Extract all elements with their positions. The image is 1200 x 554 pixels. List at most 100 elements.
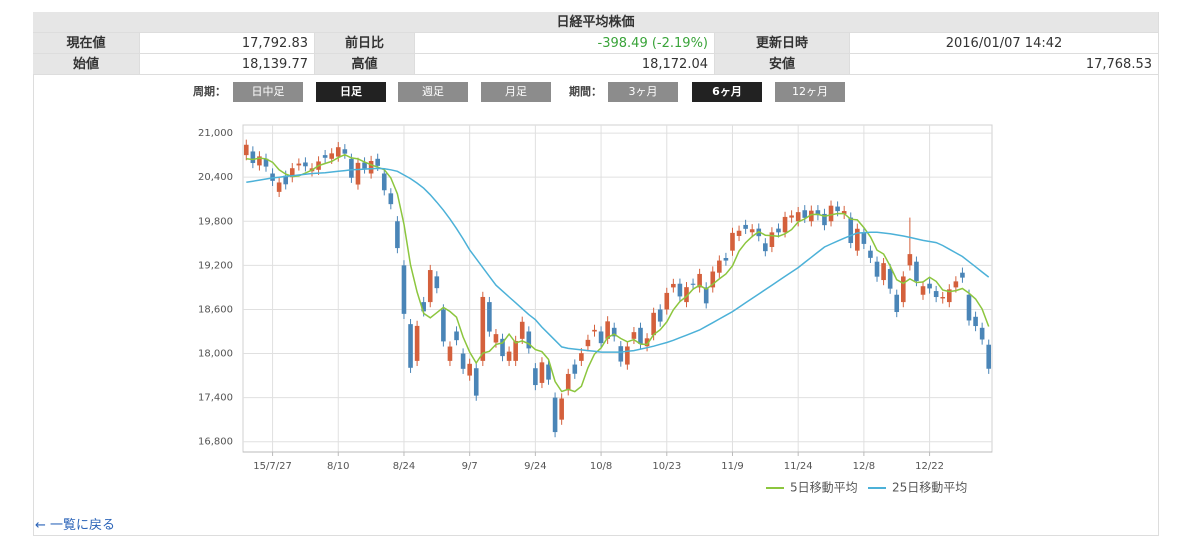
candle-body xyxy=(684,287,689,303)
candle-body xyxy=(565,373,571,391)
candle-body xyxy=(539,362,545,383)
candle-body xyxy=(868,250,873,258)
candle-body xyxy=(546,364,551,380)
candle-body xyxy=(257,156,262,166)
cell-value: 2016/01/07 14:42 xyxy=(850,33,1159,54)
candle-body xyxy=(855,228,860,251)
period-button[interactable]: 週足 xyxy=(398,82,468,102)
candle-body xyxy=(611,327,617,337)
y-tick-label: 21,000 xyxy=(198,128,233,139)
candle-body xyxy=(828,205,834,222)
cell-label: 高値 xyxy=(315,54,415,75)
y-tick-label: 18,600 xyxy=(198,304,233,315)
candle-body xyxy=(651,312,656,336)
x-tick-label: 12/22 xyxy=(915,461,944,472)
x-tick-label: 10/23 xyxy=(652,461,681,472)
candle-body xyxy=(605,321,610,339)
cell-label: 更新日時 xyxy=(715,33,850,54)
candle-body xyxy=(874,261,880,277)
candle-body xyxy=(526,331,532,349)
candle-body xyxy=(559,398,564,420)
candle-body xyxy=(427,270,433,303)
candle-body xyxy=(802,210,808,218)
y-tick-label: 19,800 xyxy=(198,216,233,227)
candle-body xyxy=(421,302,426,312)
candle-body xyxy=(703,287,709,304)
candle-body xyxy=(815,210,821,216)
candle-body xyxy=(460,353,466,369)
y-tick-label: 18,000 xyxy=(198,349,233,360)
candle-body xyxy=(953,281,959,288)
x-tick-label: 10/8 xyxy=(590,461,612,472)
range-button[interactable]: 6ヶ月 xyxy=(692,82,762,102)
y-tick-label: 19,200 xyxy=(198,260,233,271)
cell-label: 前日比 xyxy=(315,33,415,54)
candle-body xyxy=(467,363,472,376)
candle-body xyxy=(381,173,387,191)
candle-body xyxy=(894,294,900,313)
candle-body xyxy=(776,228,781,233)
candle-body xyxy=(973,316,978,327)
candle-body xyxy=(473,368,479,396)
candle-body xyxy=(441,309,446,342)
candle-body xyxy=(585,339,591,347)
candle-body xyxy=(795,212,801,222)
cell-value: 17,768.53 xyxy=(850,54,1159,75)
candle-body xyxy=(835,206,840,212)
candle-body xyxy=(927,283,932,289)
candle-body xyxy=(368,161,374,174)
candle-body xyxy=(690,283,696,285)
cell-value: -398.49 (-2.19%) xyxy=(415,33,715,54)
candle-body xyxy=(592,329,597,332)
x-tick-label: 15/7/27 xyxy=(253,461,292,472)
candle-body xyxy=(657,309,663,322)
candle-body xyxy=(914,261,919,282)
candle-body xyxy=(513,340,518,361)
candle-body xyxy=(401,265,407,314)
candle-body xyxy=(408,324,413,368)
cell-value: 18,172.04 xyxy=(415,54,715,75)
candle-body xyxy=(940,297,946,299)
candle-body xyxy=(362,162,367,169)
candle-body xyxy=(638,327,643,344)
candle-body xyxy=(907,254,913,266)
candle-body xyxy=(920,286,926,295)
cell-value: 18,139.77 xyxy=(140,54,315,75)
range-button[interactable]: 3ヶ月 xyxy=(608,82,678,102)
candle-body xyxy=(388,193,394,205)
period-button[interactable]: 日中足 xyxy=(233,82,303,102)
candle-body xyxy=(644,338,650,347)
candle-body xyxy=(289,168,295,178)
cell-label: 現在値 xyxy=(33,33,140,54)
candle-body xyxy=(283,175,289,185)
candle-body xyxy=(861,232,867,244)
period-button[interactable]: 月足 xyxy=(481,82,551,102)
y-tick-label: 16,800 xyxy=(198,437,233,448)
back-link[interactable]: ← 一覧に戻る xyxy=(35,518,116,533)
period-button[interactable]: 日足 xyxy=(316,82,386,102)
candle-body xyxy=(355,162,361,185)
candle-body xyxy=(447,346,453,361)
candle-body xyxy=(395,221,400,249)
candle-body xyxy=(263,158,269,167)
candle-body xyxy=(349,158,354,178)
x-tick-label: 9/7 xyxy=(462,461,478,472)
candle-body xyxy=(743,224,748,229)
x-tick-label: 8/10 xyxy=(327,461,349,472)
candle-body xyxy=(375,158,380,166)
legend-label: 5日移動平均 xyxy=(790,481,858,495)
panel-title: 日経平均株価 xyxy=(33,12,1159,33)
legend-label: 25日移動平均 xyxy=(892,481,967,495)
candle-body xyxy=(841,211,847,214)
candle-body xyxy=(493,334,499,343)
candle-body xyxy=(579,353,584,361)
candle-body xyxy=(677,283,683,297)
candle-body xyxy=(500,338,505,357)
candle-body xyxy=(887,269,893,289)
candle-body xyxy=(717,260,722,273)
candle-body xyxy=(749,229,755,233)
candle-body xyxy=(946,289,952,303)
cell-value: 17,792.83 xyxy=(140,33,315,54)
range-button[interactable]: 12ヶ月 xyxy=(775,82,845,102)
candle-body xyxy=(533,368,538,386)
